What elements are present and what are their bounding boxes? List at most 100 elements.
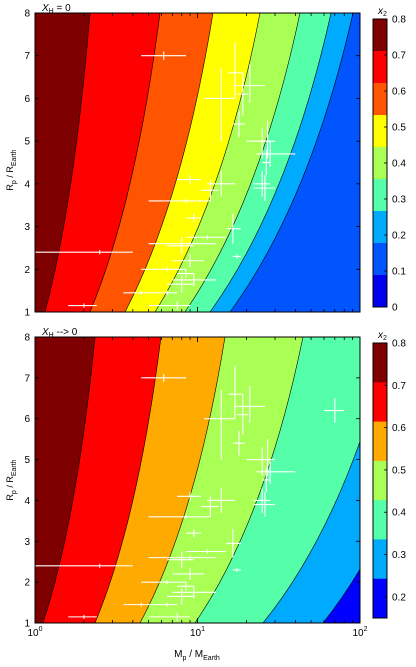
colorbar-tick-label: 0.7: [392, 381, 406, 392]
planet-point: [141, 51, 187, 60]
x-axis-label: Mp / MEarth: [174, 649, 220, 662]
colorbar-tick-label: 0.6: [392, 423, 406, 434]
y-ticks-bottom: 1 2 3 4 5 6 7 8: [24, 333, 360, 630]
y-tick-label: 1: [24, 308, 30, 319]
colorbar-tick-label: 0.8: [392, 15, 406, 26]
panel-top: XH = 0 1 2 3 4 5 6 7 8 Rp / REarth 0 0.1 0.2 0.3 0.…: [5, 3, 406, 319]
planet-point: [232, 254, 241, 259]
contour-bands-top: [35, 13, 360, 312]
y-tick-label: 5: [24, 455, 30, 466]
planet-point: [186, 529, 201, 538]
y-tick-label: 6: [24, 414, 30, 425]
colorbar-segment: [373, 83, 387, 116]
planet-point: [186, 213, 201, 223]
planet-point: [148, 612, 191, 621]
colorbar-segment: [373, 179, 387, 212]
planet-point: [323, 398, 345, 423]
planet-point: [204, 68, 235, 142]
colorbar-segment: [373, 343, 387, 383]
y-axis-label-bottom: Rp / REarth: [5, 459, 18, 500]
planet-point: [253, 492, 276, 517]
colorbar-tick-label: 0.3: [392, 550, 406, 561]
planet-point: [148, 301, 191, 310]
planet-point: [141, 580, 187, 585]
panel-label-top: XH = 0: [41, 3, 71, 15]
planet-point: [207, 171, 235, 197]
planet-point: [232, 430, 245, 456]
panel-label-bottom: XH --> 0: [41, 327, 78, 339]
planet-point: [172, 567, 205, 581]
planet-point: [253, 488, 271, 513]
planet-point: [172, 254, 205, 268]
planet-point: [200, 179, 219, 201]
planet-point: [204, 390, 235, 460]
planet-point: [232, 567, 241, 572]
planet-point: [253, 171, 271, 197]
y-tick-label: 4: [24, 179, 30, 190]
planet-point: [177, 269, 194, 278]
y-tick-label: 6: [24, 94, 30, 105]
planet-point: [148, 514, 211, 519]
planet-point: [234, 64, 265, 103]
planet-point: [148, 198, 211, 204]
planet-point: [68, 303, 97, 308]
planet-point: [207, 488, 235, 513]
planet-point: [226, 213, 241, 244]
colorbar-label-top: x2: [377, 6, 387, 18]
colorbar-segment: [373, 382, 387, 423]
y-axis-label-top: Rp / REarth: [5, 149, 18, 190]
planet-point: [200, 496, 219, 517]
planet-point: [236, 394, 249, 436]
planet-point: [262, 149, 271, 176]
colorbar-tick-label: 0.4: [392, 159, 406, 170]
planet-point: [226, 529, 241, 558]
colorbar-tick-label: 0.4: [392, 508, 406, 519]
planet-point: [123, 290, 156, 295]
planet-point: [167, 275, 194, 293]
y-tick-label: 2: [24, 265, 30, 276]
y-tick-label: 3: [24, 537, 30, 548]
colorbar-bottom: 0.2 0.3 0.4 0.5 0.6 0.7 0.8 x2: [372, 330, 406, 619]
colorbar-segment: [373, 211, 387, 244]
colorbar-segment: [373, 51, 387, 84]
x-tick-label: 100: [27, 626, 42, 639]
colorbar-tick-label: 0.2: [392, 231, 406, 242]
colorbar-label-bottom: x2: [377, 330, 387, 342]
planet-point: [259, 119, 276, 159]
colorbar-tick-label: 0.3: [392, 195, 406, 206]
planet-points-top: [35, 42, 296, 310]
planet-point: [167, 237, 194, 255]
colorbar-tick-label: 0.8: [392, 339, 406, 350]
planet-point: [141, 373, 187, 382]
planet-point: [186, 549, 227, 554]
planet-point: [236, 72, 249, 116]
contour-band: [35, 13, 91, 312]
planet-point: [232, 111, 245, 137]
colorbar-tick-label: 0.6: [392, 87, 406, 98]
planet-point: [253, 175, 276, 201]
y-tick-label: 8: [24, 333, 30, 344]
planet-point: [228, 42, 243, 99]
planet-point: [167, 551, 194, 568]
planet-point: [177, 492, 201, 501]
colorbar-tick-label: 0.1: [392, 267, 406, 278]
colorbar-segment: [373, 539, 387, 580]
planet-point: [234, 386, 265, 423]
y-tick-label: 3: [24, 222, 30, 233]
colorbar-top: 0 0.1 0.2 0.3 0.4 0.5 0.6 0.7 0.8 x2: [372, 6, 406, 314]
colorbar-tick-label: 0.5: [392, 123, 406, 134]
y-ticks-top: 1 2 3 4 5 6 7 8: [24, 9, 361, 319]
colorbar-segment: [373, 243, 387, 276]
colorbar-segment: [373, 115, 387, 148]
x-tick-label: 102: [352, 626, 367, 639]
planet-point: [141, 267, 187, 272]
colorbar-tick-label: 0: [392, 303, 398, 314]
colorbar-segment: [373, 500, 387, 540]
planet-point: [123, 602, 156, 607]
colorbar-tick-label: 0.2: [392, 592, 406, 603]
x-tick-label: 101: [190, 626, 205, 639]
colorbar-segment: [373, 147, 387, 180]
colorbar-segment: [373, 460, 387, 501]
